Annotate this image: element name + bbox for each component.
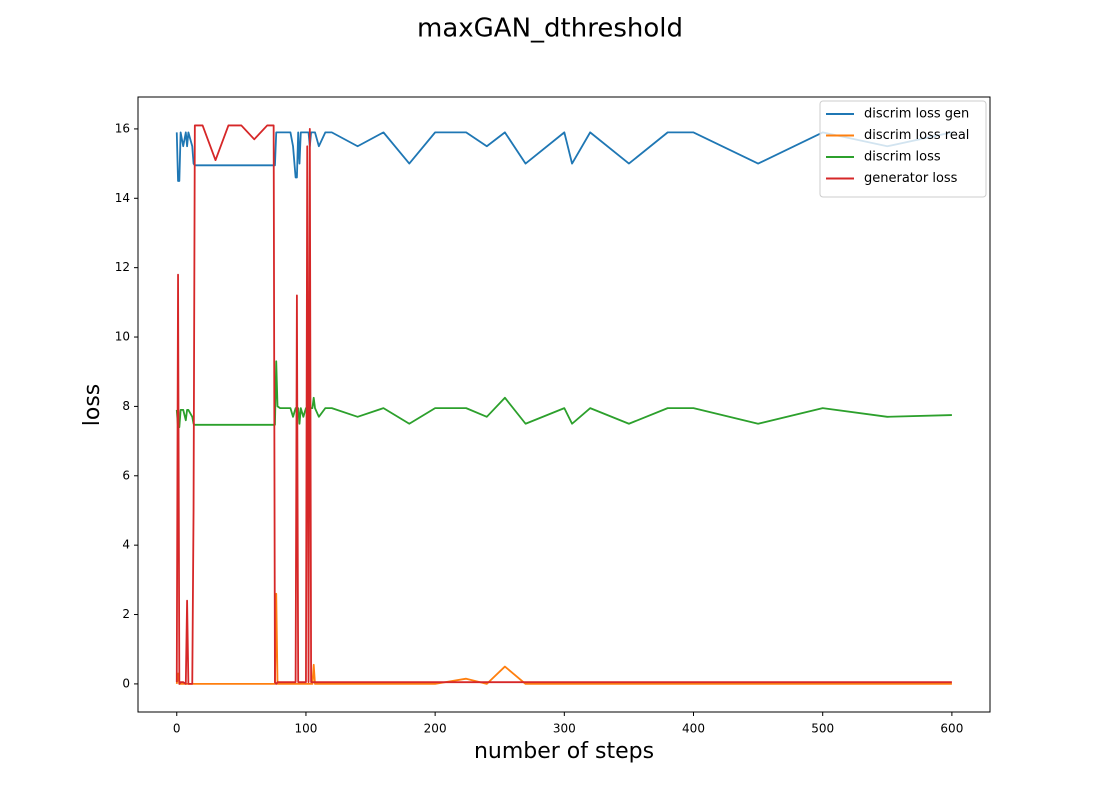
y-axis-label: loss <box>80 384 105 427</box>
x-tick-label: 200 <box>424 722 447 736</box>
legend: discrim loss gen discrim loss real discrim… <box>819 100 987 198</box>
x-axis-label: number of steps <box>474 739 654 764</box>
y-tick-label: 12 <box>115 260 130 274</box>
line-series <box>175 124 952 685</box>
y-tick-label: 6 <box>122 468 130 482</box>
x-tick-label: 100 <box>294 722 317 736</box>
plot-frame <box>137 96 991 713</box>
y-tick-label: 2 <box>122 607 130 621</box>
y-tick-label: 0 <box>122 676 130 690</box>
legend-box <box>819 100 987 198</box>
x-tick-label: 600 <box>940 722 963 736</box>
legend-label: discrim loss real <box>864 128 969 143</box>
y-tick-label: 14 <box>115 191 130 205</box>
legend-label: discrim loss gen <box>864 107 969 122</box>
x-tick-label: 0 <box>173 722 181 736</box>
legend-label: discrim loss <box>864 150 941 165</box>
line-series <box>175 592 952 685</box>
chart-title: maxGAN_dthreshold <box>417 14 683 44</box>
y-tick-label: 16 <box>115 121 130 135</box>
y-tick-label: 10 <box>115 330 130 344</box>
x-tick-label: 300 <box>553 722 576 736</box>
y-tick-label: 8 <box>122 399 130 413</box>
y-tick-label: 4 <box>122 538 130 552</box>
x-tick-label: 400 <box>682 722 705 736</box>
legend-label: generator loss <box>864 171 958 186</box>
x-tick-label: 500 <box>811 722 834 736</box>
